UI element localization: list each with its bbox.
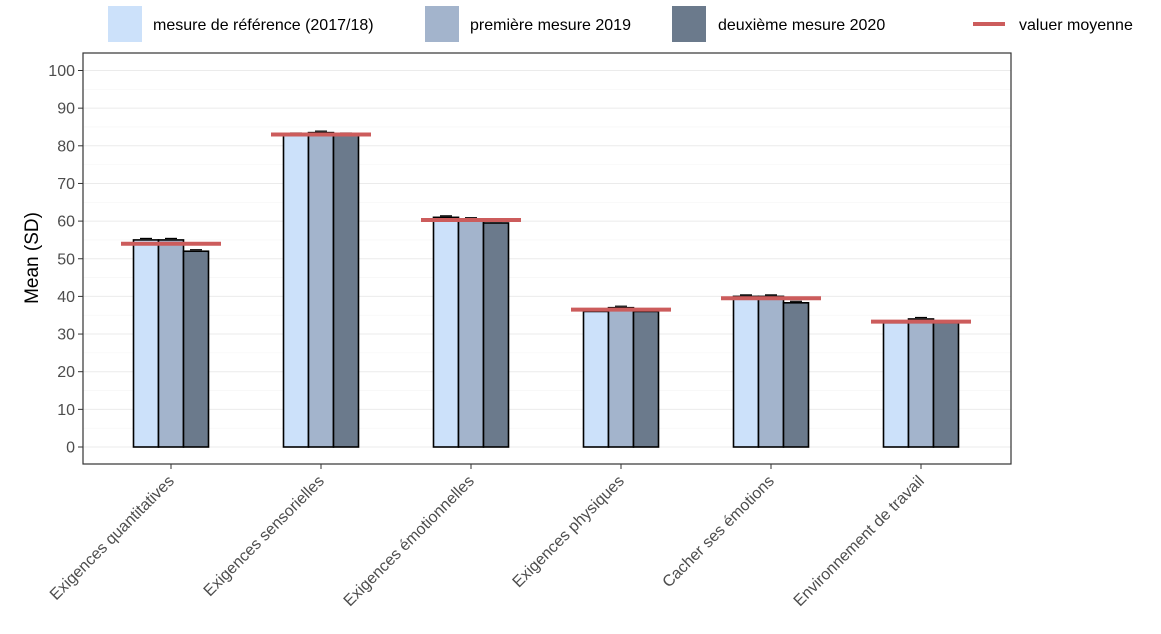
mean-lines: [121, 132, 971, 324]
error-bars: [140, 130, 952, 322]
x-tick-label: Exigences sensorielles: [201, 473, 328, 600]
bar: [632, 310, 660, 448]
y-tick-label: 100: [48, 63, 75, 80]
legend-label-first-measure: première mesure 2019: [470, 17, 631, 34]
bar: [457, 218, 485, 448]
y-axis: 0 10 20 30 40 50 60 70 80 90 100: [48, 63, 83, 457]
bar: [182, 250, 210, 448]
legend: mesure de référence (2017/18) première m…: [108, 6, 1133, 42]
bar: [332, 133, 360, 448]
x-tick-label: Exigences quantitatives: [47, 473, 178, 604]
bar: [482, 222, 510, 448]
bar: [282, 133, 310, 448]
bar: [782, 302, 810, 448]
x-tick-label: Cacher ses émotions: [660, 473, 778, 591]
legend-item-reference: mesure de référence (2017/18): [108, 6, 374, 42]
legend-item-mean: valuer moyenne: [973, 17, 1133, 34]
bar: [432, 216, 460, 448]
x-tick-label: Environnement de travail: [791, 473, 928, 610]
y-tick-label: 20: [57, 364, 75, 381]
bar: [607, 306, 635, 448]
y-tick-label: 90: [57, 101, 75, 118]
x-axis: Exigences quantitatives Exigences sensori…: [47, 464, 928, 610]
y-tick-label: 10: [57, 402, 75, 419]
bar: [932, 321, 960, 448]
y-tick-label: 80: [57, 138, 75, 155]
y-tick-label: 70: [57, 176, 75, 193]
y-tick-label: 0: [66, 440, 75, 457]
legend-label-mean: valuer moyenne: [1019, 17, 1133, 34]
bars: [132, 131, 960, 448]
bar: [582, 310, 610, 448]
y-axis-title: Mean (SD): [22, 212, 43, 304]
legend-item-first-measure: première mesure 2019: [425, 6, 631, 42]
gridlines: [83, 70, 1011, 448]
x-tick-label: Exigences émotionnelles: [341, 473, 478, 610]
bar: [157, 239, 185, 448]
y-tick-label: 60: [57, 214, 75, 231]
legend-item-second-measure: deuxième mesure 2020: [672, 6, 885, 42]
bar: [307, 131, 335, 448]
bar: [757, 295, 785, 448]
bar: [882, 321, 910, 448]
bar: [907, 318, 935, 448]
legend-swatch-second-measure: [672, 6, 706, 42]
bar: [132, 239, 160, 448]
legend-swatch-reference: [108, 6, 142, 42]
legend-label-second-measure: deuxième mesure 2020: [718, 17, 885, 34]
legend-swatch-first-measure: [425, 6, 459, 42]
y-tick-label: 30: [57, 327, 75, 344]
legend-label-reference: mesure de référence (2017/18): [153, 17, 374, 34]
y-tick-label: 50: [57, 251, 75, 268]
y-tick-label: 40: [57, 289, 75, 306]
bar: [732, 295, 760, 448]
x-tick-label: Exigences physiques: [510, 473, 628, 591]
